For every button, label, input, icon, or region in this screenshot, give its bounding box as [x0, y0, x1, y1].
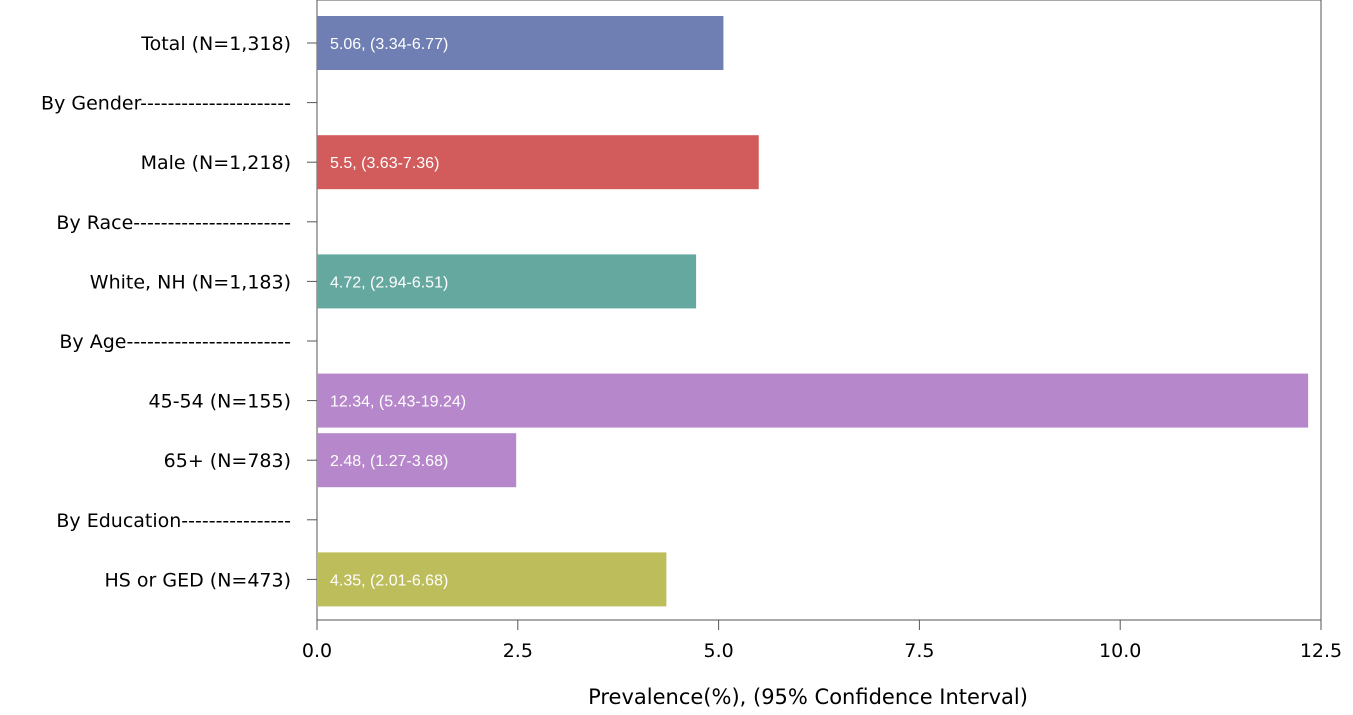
x-tick-label: 7.5 [904, 640, 934, 662]
x-tick-label: 2.5 [503, 640, 533, 662]
data-label: 12.34, (5.43-19.24) [330, 394, 466, 411]
bar [317, 373, 1309, 428]
bar [317, 135, 759, 190]
data-label: 4.35, (2.01-6.68) [330, 572, 448, 589]
x-tick-label: 0.0 [302, 640, 332, 662]
x-axis: 0.0 2.5 5.0 7.5 10.0 12.5 [302, 620, 1342, 662]
category-labels: Total (N=1,318) By Gender----------------… [41, 33, 317, 591]
bar [317, 552, 667, 607]
y-tick-label: By Gender---------------------- [41, 93, 291, 115]
plot-frame [316, 0, 1322, 621]
y-tick-label: HS or GED (N=473) [105, 569, 291, 591]
bar [317, 433, 517, 488]
y-tick-label: By Education---------------- [56, 510, 291, 532]
data-label: 2.48, (1.27-3.68) [330, 453, 448, 470]
x-tick-label: 10.0 [1099, 640, 1141, 662]
y-tick-label: White, NH (N=1,183) [90, 271, 291, 293]
y-tick-label: 45-54 (N=155) [149, 391, 291, 413]
x-tick-label: 5.0 [703, 640, 733, 662]
data-label: 5.5, (3.63-7.36) [330, 155, 439, 172]
data-label: 5.06, (3.34-6.77) [330, 36, 448, 53]
bar [317, 254, 697, 309]
x-axis-title: Prevalence(%), (95% Confidence Interval) [588, 685, 1028, 709]
plot-area [316, 0, 1322, 621]
bar [317, 16, 724, 70]
y-tick-label: By Race----------------------- [56, 212, 291, 234]
y-tick-label: 65+ (N=783) [164, 450, 291, 472]
y-tick-label: Male (N=1,218) [141, 152, 291, 174]
bars: 5.06, (3.34-6.77) 5.5, (3.63-7.36) 4.72, (… [317, 16, 1309, 607]
y-tick-label: By Age------------------------ [59, 331, 291, 353]
y-tick-label: Total (N=1,318) [140, 33, 291, 55]
x-tick-label: 12.5 [1300, 640, 1342, 662]
data-label: 4.72, (2.94-6.51) [330, 274, 448, 291]
